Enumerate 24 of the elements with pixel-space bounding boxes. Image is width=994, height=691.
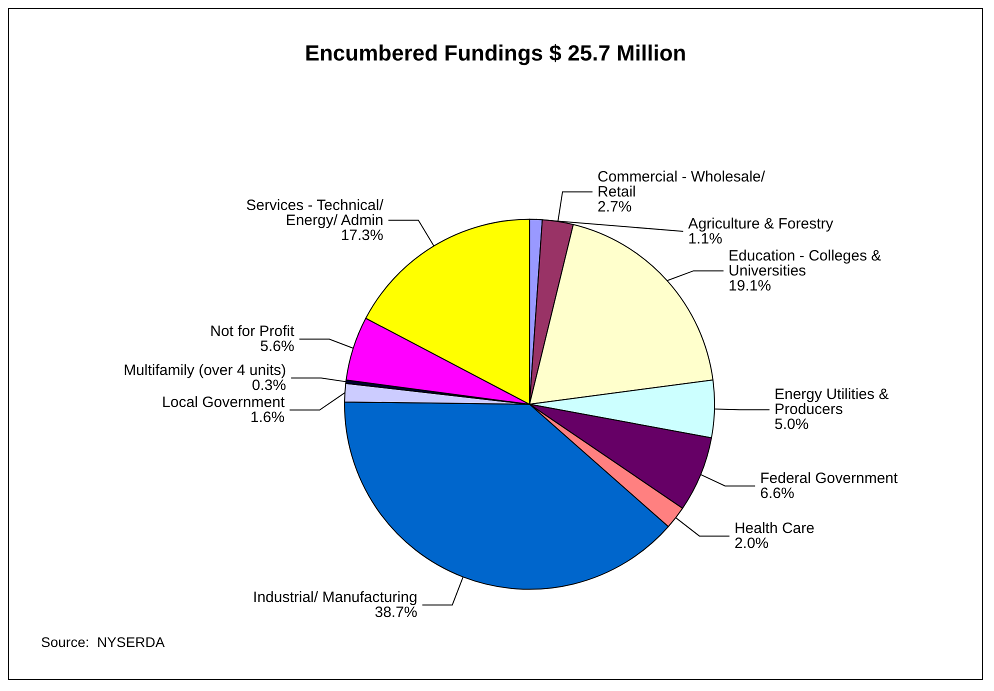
slice-label: Agriculture & Forestry <box>688 215 834 232</box>
data-label: 2.0% <box>734 535 769 552</box>
data-label: 0.3% <box>252 377 286 394</box>
data-label: 19.1% <box>728 277 772 294</box>
data-label: 6.6% <box>760 484 794 502</box>
data-label: 2.7% <box>598 198 632 216</box>
data-label: 1.6% <box>250 409 285 426</box>
slice-label: Federal Government <box>760 470 898 487</box>
data-label: 1.1% <box>688 230 722 248</box>
slice-label: Health Care <box>734 520 814 538</box>
slice-label: Multifamily (over 4 units) <box>124 362 286 380</box>
slice-label: Industrial/ Manufacturing <box>253 588 418 606</box>
data-label: 17.3% <box>340 226 384 244</box>
chart-title: Encumbered Fundings $ 25.7 Million <box>304 40 686 66</box>
slice-label: Commercial - Wholesale/Retail <box>598 168 766 200</box>
data-label: 38.7% <box>374 604 418 621</box>
data-label: 5.0% <box>774 416 809 434</box>
source-note: Source: NYSERDA <box>41 634 166 650</box>
slice-label: Local Government <box>162 394 286 412</box>
slice-label: Not for Profit <box>210 323 296 340</box>
slice-label: Education - Colleges & Universities <box>728 247 886 280</box>
slice-label: Energy Utilities & Producers <box>774 386 893 418</box>
data-label: 5.6% <box>260 338 294 356</box>
slice-label: Services - Technical/Energy/ Admin <box>246 196 384 229</box>
